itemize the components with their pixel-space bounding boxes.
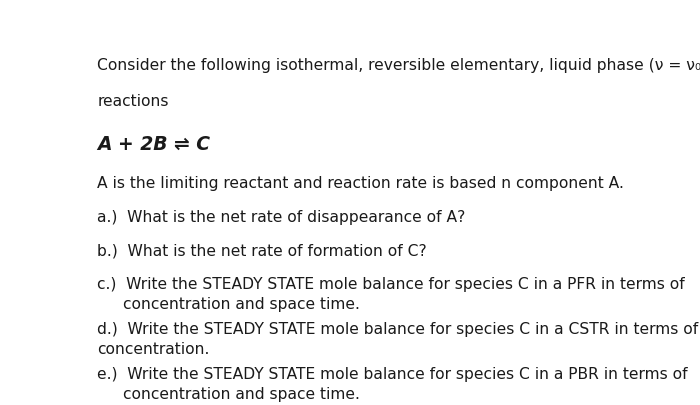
Text: Consider the following isothermal, reversible elementary, liquid phase (ν = ν₀): Consider the following isothermal, rever…: [97, 58, 700, 73]
Text: concentration and space time.: concentration and space time.: [122, 388, 360, 403]
Text: A is the limiting reactant and reaction rate is based n component A.: A is the limiting reactant and reaction …: [97, 177, 624, 192]
Text: a.)  What is the net rate of disappearance of A?: a.) What is the net rate of disappearanc…: [97, 210, 466, 225]
Text: A + 2B ⇌ C: A + 2B ⇌ C: [97, 134, 210, 153]
Text: e.)  Write the STEADY STATE mole balance for species C in a PBR in terms of: e.) Write the STEADY STATE mole balance …: [97, 367, 688, 382]
Text: concentration.: concentration.: [97, 342, 209, 357]
Text: d.)  Write the STEADY STATE mole balance for species C in a CSTR in terms of: d.) Write the STEADY STATE mole balance …: [97, 322, 699, 337]
Text: c.)  Write the STEADY STATE mole balance for species C in a PFR in terms of: c.) Write the STEADY STATE mole balance …: [97, 277, 685, 292]
Text: b.)  What is the net rate of formation of C?: b.) What is the net rate of formation of…: [97, 243, 427, 258]
Text: concentration and space time.: concentration and space time.: [122, 297, 360, 312]
Text: reactions: reactions: [97, 94, 169, 109]
